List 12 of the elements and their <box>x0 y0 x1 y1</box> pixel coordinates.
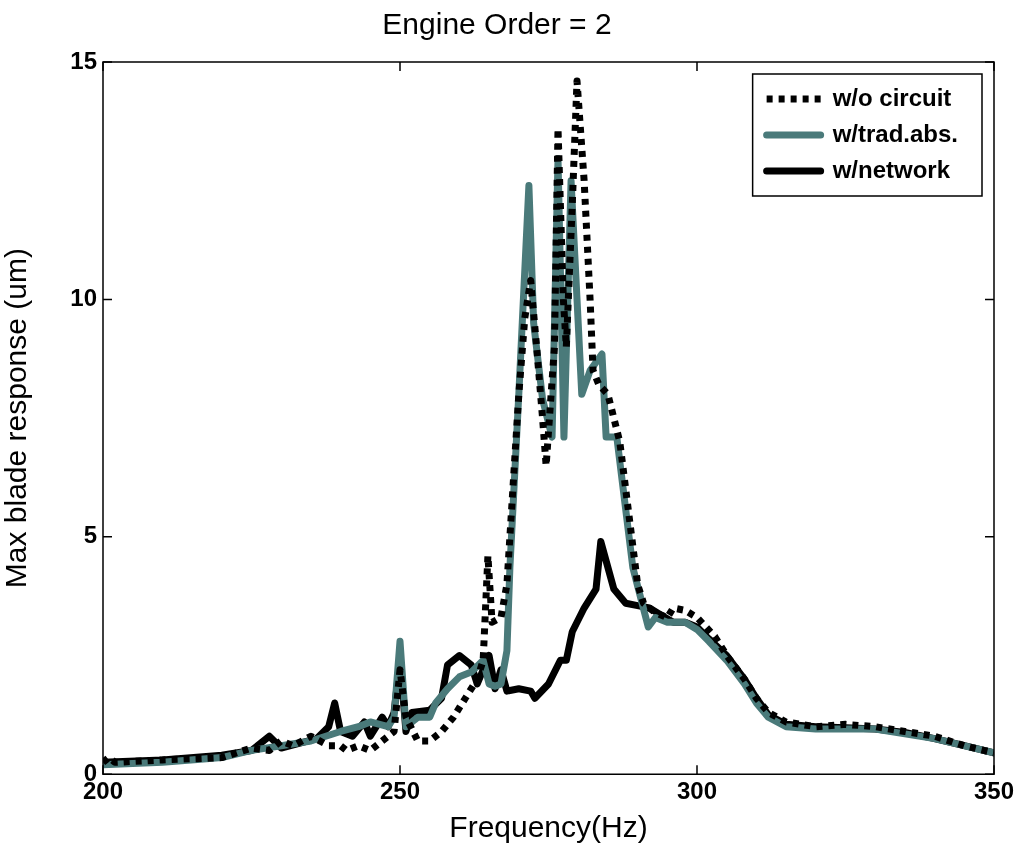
x-axis-title: Frequency(Hz) <box>449 810 648 844</box>
chart-title: Engine Order = 2 <box>382 7 612 41</box>
y-axis-title: Max blade response (um) <box>0 248 33 589</box>
y-tick-label: 5 <box>83 521 97 549</box>
y-tick-label: 15 <box>70 46 97 74</box>
x-tick-label: 250 <box>379 777 421 805</box>
x-tick-label: 350 <box>973 777 1015 805</box>
legend-label: w/o circuit <box>831 83 952 111</box>
legend-label: w/trad.abs. <box>831 119 959 147</box>
legend-label: w/network <box>831 155 951 183</box>
x-tick-label: 300 <box>676 777 718 805</box>
y-tick-label: 10 <box>70 284 97 312</box>
